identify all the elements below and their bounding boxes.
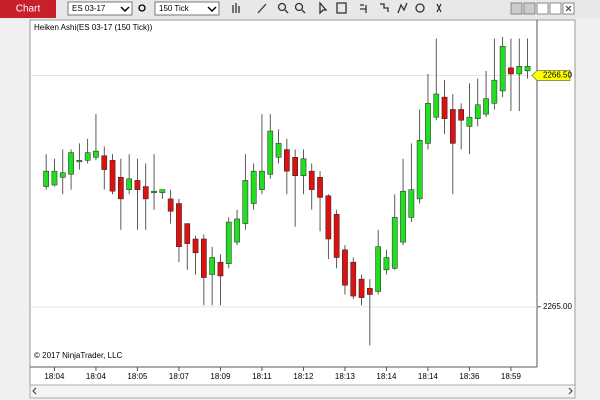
- candle-body: [167, 198, 174, 212]
- scrollbar[interactable]: [29, 384, 576, 399]
- candle-body: [101, 155, 108, 170]
- instrument-select[interactable]: [67, 1, 133, 16]
- candle-body: [524, 66, 531, 72]
- x-tick-label: 18:05: [127, 372, 148, 381]
- x-tick-label: 18:14: [418, 372, 439, 381]
- candle-body: [458, 109, 464, 121]
- candle-body: [184, 223, 191, 244]
- x-tick-label: 18:07: [169, 372, 190, 381]
- candle-body: [508, 67, 514, 75]
- candle-body: [391, 217, 398, 269]
- copyright: © 2017 NinjaTrader, LLC: [34, 351, 123, 360]
- candle-body: [466, 116, 473, 127]
- candle-body: [142, 186, 149, 200]
- candle-body: [325, 195, 332, 240]
- y-tick-label: 2265.00: [543, 302, 572, 311]
- dropdown-arrow: [207, 6, 217, 13]
- candle-body: [292, 157, 298, 177]
- candle-body: [159, 189, 166, 193]
- candle-body: [474, 104, 481, 119]
- candle-body: [308, 170, 315, 190]
- last-price-marker: [531, 70, 571, 81]
- x-tick-label: 18:09: [210, 372, 231, 381]
- candle-body: [275, 143, 282, 158]
- x-tick-label: 18:36: [459, 372, 480, 381]
- candle-body: [333, 214, 340, 258]
- toolbar: [0, 0, 600, 19]
- candle-body: [176, 203, 182, 247]
- candle-body: [68, 152, 74, 175]
- candle-body: [201, 238, 207, 278]
- candle-body: [367, 288, 373, 295]
- candle-body: [93, 150, 99, 158]
- window-buttons[interactable]: [510, 2, 575, 15]
- interval-select[interactable]: [154, 1, 220, 16]
- toolbar-icons[interactable]: [232, 1, 442, 15]
- candle-body: [126, 178, 133, 190]
- candle-body: [425, 103, 431, 144]
- chart-tab-label: Chart: [16, 4, 41, 15]
- candle-body: [209, 257, 216, 275]
- candle-body: [250, 170, 257, 204]
- candle-body: [300, 158, 307, 177]
- candle-body: [416, 140, 423, 200]
- candle-body: [483, 98, 489, 115]
- candle-body: [499, 45, 506, 92]
- candle-body: [317, 177, 323, 198]
- candle-body: [51, 170, 58, 186]
- candle-body: [134, 180, 141, 190]
- candle-body: [400, 190, 406, 243]
- candle-body: [84, 152, 91, 161]
- candle-body: [118, 177, 124, 200]
- interval-label: 150 Tick: [159, 4, 190, 13]
- candle-body: [284, 149, 290, 172]
- x-tick-label: 18:14: [376, 372, 397, 381]
- candle-body: [267, 130, 274, 175]
- candle-body: [151, 190, 157, 193]
- candle-body: [516, 66, 523, 75]
- x-tick-label: 18:59: [501, 372, 522, 381]
- dropdown-arrow: [120, 6, 130, 13]
- x-tick-label: 18:04: [86, 372, 107, 381]
- x-tick-label: 18:12: [293, 372, 314, 381]
- candle-body: [59, 172, 66, 178]
- candle-body: [375, 246, 381, 292]
- candle-body: [358, 278, 365, 298]
- scroll-arrows[interactable]: [32, 387, 573, 395]
- x-tick-label: 18:11: [252, 372, 272, 381]
- candle-body: [450, 109, 456, 144]
- candle-body: [408, 189, 415, 218]
- candle-body: [234, 218, 240, 243]
- chart-tab[interactable]: [0, 0, 56, 18]
- candle-body: [242, 180, 249, 224]
- last-price-label: 2266.50: [543, 71, 572, 80]
- instrument-label: ES 03-17: [72, 4, 106, 13]
- candle-body: [491, 79, 498, 104]
- search-icon[interactable]: [138, 4, 146, 12]
- candle-body: [109, 160, 116, 192]
- candle-body: [342, 249, 348, 286]
- candle-body: [225, 221, 232, 264]
- candle-body: [433, 93, 440, 118]
- candle-body: [350, 261, 357, 297]
- candle-body: [43, 170, 49, 187]
- x-tick-label: 18:04: [44, 372, 65, 381]
- chart-title: Heiken Ashi(ES 03-17 (150 Tick)): [34, 23, 153, 32]
- candle-body: [383, 257, 390, 271]
- chart-panel: [29, 19, 576, 386]
- candle-body: [76, 160, 83, 163]
- candle-body: [217, 261, 224, 277]
- candle-body: [441, 96, 448, 119]
- x-tick-label: 18:13: [335, 372, 356, 381]
- candle-body: [259, 170, 265, 190]
- candle-body: [192, 238, 199, 254]
